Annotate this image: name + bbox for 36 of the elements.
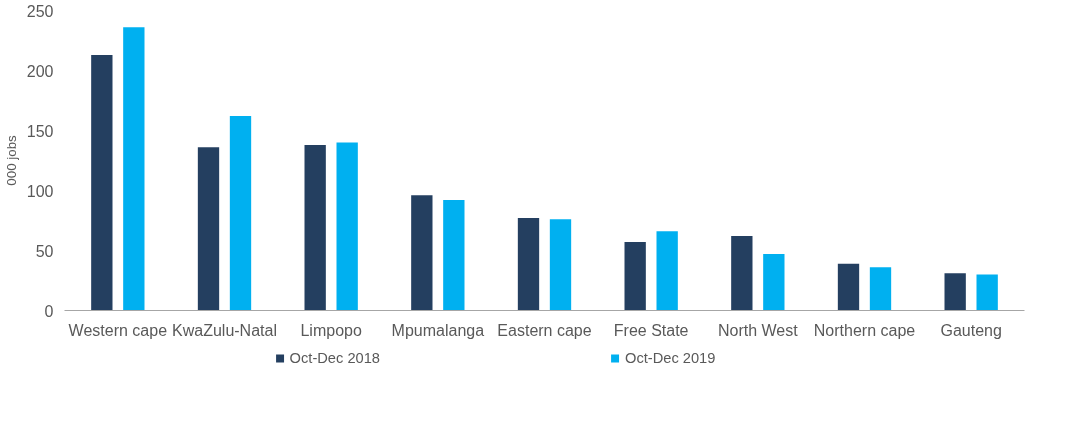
bar (443, 200, 465, 311)
bar (837, 263, 860, 311)
x-tick-label: Mpumalanga (391, 321, 485, 339)
bar (91, 54, 113, 311)
x-tick-label: Northern cape (813, 321, 916, 339)
x-tick-label: Gauteng (940, 321, 1002, 339)
bar (229, 116, 252, 311)
bar (197, 147, 220, 311)
y-tick-label: 200 (26, 62, 54, 80)
y-tick-label: 0 (44, 302, 54, 320)
x-tick-label: Limpopo (300, 321, 362, 339)
bar (976, 274, 998, 311)
y-tick-label: 100 (26, 182, 54, 200)
bar (763, 254, 785, 311)
bar (411, 195, 433, 311)
x-tick-label: KwaZulu-Natal (172, 321, 277, 339)
y-tick-label: 50 (35, 242, 54, 260)
legend-label: Oct-Dec 2019 (625, 350, 716, 366)
x-tick-label: Eastern cape (497, 321, 592, 339)
bar (944, 273, 966, 311)
bar (624, 242, 646, 311)
x-tick-label: Western cape (68, 321, 168, 339)
bar (869, 267, 892, 311)
y-tick-label: 250 (26, 2, 54, 20)
bar (656, 231, 678, 311)
y-axis-title: 000 jobs (3, 134, 19, 186)
bar (336, 142, 358, 311)
bar (549, 219, 572, 311)
bar (517, 218, 540, 311)
x-tick-label: North West (717, 321, 799, 339)
y-tick-label: 150 (26, 122, 54, 140)
bar (123, 27, 145, 311)
bar (731, 236, 753, 311)
x-tick-label: Free State (613, 321, 689, 339)
bar (304, 144, 326, 311)
legend-label: Oct-Dec 2018 (289, 350, 380, 366)
